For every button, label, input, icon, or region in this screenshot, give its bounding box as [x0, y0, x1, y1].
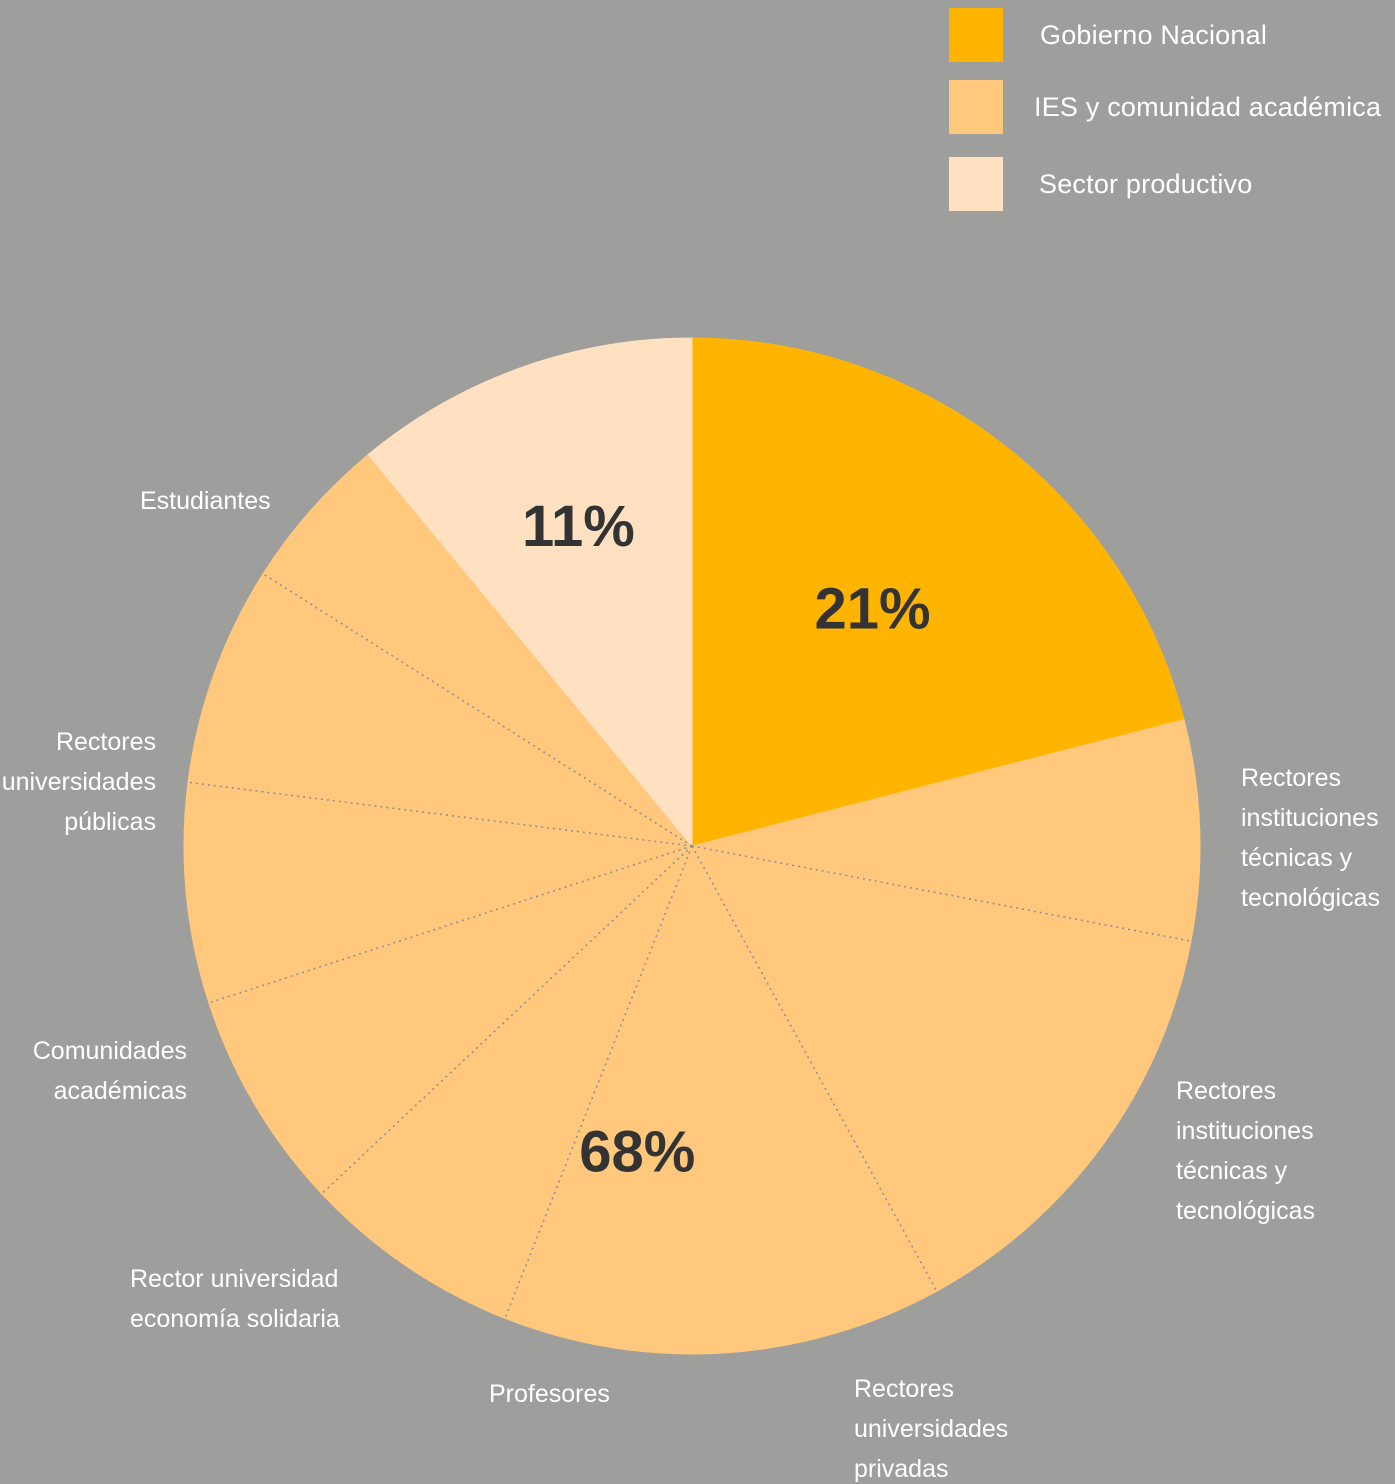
label-comunidades: Comunidades académicas — [33, 1031, 187, 1111]
legend-label-gobierno: Gobierno Nacional — [1040, 20, 1268, 50]
pie-slice — [691, 719, 1201, 942]
legend-label-sector: Sector productivo — [1039, 169, 1253, 199]
group-percent-label: 21% — [815, 577, 931, 642]
label-rectores-tecnicas-1: Rectores instituciones técnicas y tecnol… — [1241, 758, 1380, 918]
label-line: tecnológicas — [1176, 1197, 1315, 1225]
slice-divider — [691, 845, 1192, 942]
legend-swatch-ies — [949, 80, 1003, 134]
label-line: tecnológicas — [1241, 884, 1380, 912]
label-line: Rectores — [55, 728, 156, 756]
pie-slice — [320, 845, 693, 1319]
label-line: Profesores — [489, 1380, 610, 1408]
pie-slice — [187, 573, 693, 847]
label-line: universidades — [1, 768, 156, 796]
pie-slices — [183, 337, 1201, 1355]
label-line: Rectores — [1241, 764, 1342, 792]
slice-divider — [187, 781, 693, 847]
slice-divider — [208, 845, 693, 1004]
legend-item-sector: Sector productivo — [949, 157, 1389, 211]
group-percent-label: 11% — [522, 494, 635, 559]
label-line: Rectores — [1176, 1077, 1277, 1105]
pie-slice — [367, 337, 693, 848]
label-profesores: Profesores — [489, 1374, 610, 1414]
group-percent-labels: 21% 68% 11% — [522, 494, 931, 1185]
pie-slice — [504, 844, 938, 1355]
legend-item-ies: IES y comunidad académica — [949, 80, 1389, 134]
label-line: académicas — [53, 1077, 187, 1105]
label-line: técnicas y — [1241, 844, 1353, 872]
label-line: universidades — [854, 1415, 1009, 1443]
pie-slice — [691, 845, 1192, 1292]
label-rectores-tecnicas-2: Rectores instituciones técnicas y tecnol… — [1176, 1071, 1315, 1231]
label-line: instituciones — [1241, 804, 1379, 832]
label-line: Estudiantes — [140, 487, 271, 515]
label-rectores-publicas: Rectores universidades públicas — [2, 722, 156, 842]
slice-divider — [691, 845, 938, 1292]
legend-item-gobierno: Gobierno Nacional — [949, 8, 1389, 62]
label-rectores-privadas: Rectores universidades privadas — [854, 1369, 1008, 1484]
label-line: Rector universidad — [130, 1265, 339, 1293]
slice-divider — [504, 845, 693, 1319]
slice-divider — [262, 573, 693, 847]
label-line: privadas — [854, 1455, 949, 1483]
pie-slice — [208, 845, 693, 1195]
label-estudiantes: Estudiantes — [140, 481, 271, 521]
pie-slice — [691, 337, 1185, 847]
legend-swatch-gobierno — [949, 8, 1003, 62]
group-percent-label: 68% — [579, 1120, 695, 1185]
legend-swatch-sector — [949, 157, 1003, 211]
label-line: públicas — [64, 808, 156, 836]
label-line: Comunidades — [32, 1037, 187, 1065]
slice-divider — [321, 845, 693, 1195]
label-line: instituciones — [1176, 1117, 1314, 1145]
legend-label-ies: IES y comunidad académica — [1034, 92, 1382, 122]
label-line: economía solidaria — [130, 1305, 340, 1333]
pie-slice — [262, 453, 693, 847]
pie-slice — [183, 781, 693, 1004]
label-rector-economia: Rector universidad economía solidaria — [130, 1259, 340, 1339]
label-line: técnicas y — [1176, 1157, 1288, 1185]
label-line: Rectores — [854, 1375, 955, 1403]
slice-dividers — [187, 573, 1192, 1319]
